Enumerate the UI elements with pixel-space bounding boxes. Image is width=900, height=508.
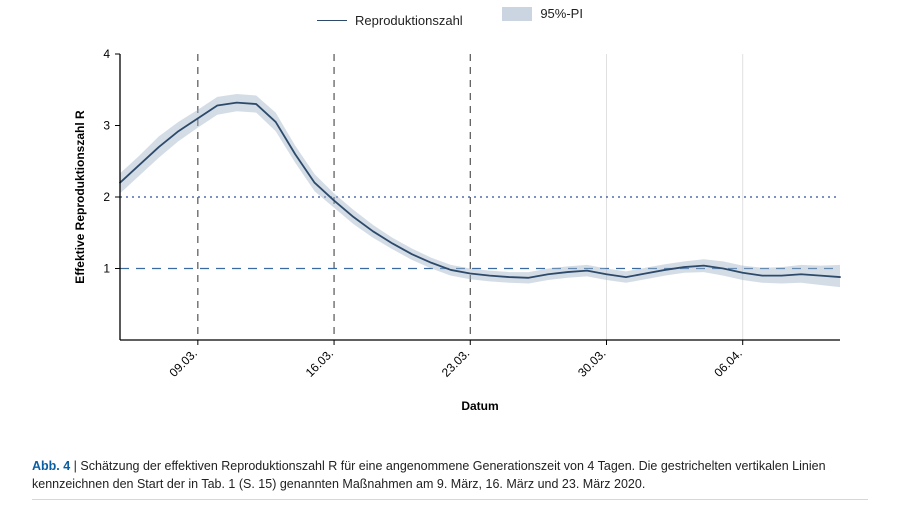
svg-text:3: 3 [103,119,110,133]
caption-text: Schätzung der effektiven Reproduktionsza… [32,459,826,491]
chart-svg: 123409.03.16.03.23.03.30.03.06.04.DatumE… [70,30,860,430]
legend-band-label: 95%-PI [540,6,583,21]
figure-container: Reproduktionszahl 95%-PI 123409.03.16.03… [0,0,900,508]
svg-text:Datum: Datum [461,399,498,413]
chart-area: 123409.03.16.03.23.03.30.03.06.04.DatumE… [70,30,860,430]
svg-text:1: 1 [103,262,110,276]
caption-rule [32,499,868,500]
svg-text:2: 2 [103,190,110,204]
legend-item-band: 95%-PI [502,6,583,21]
caption: Abb. 4 | Schätzung der effektiven Reprod… [32,457,868,500]
svg-text:Effektive Reproduktionszahl R: Effektive Reproduktionszahl R [73,110,87,284]
svg-text:4: 4 [103,47,110,61]
legend-line-swatch [317,20,347,21]
legend-line-label: Reproduktionszahl [355,13,463,28]
caption-sep: | [70,459,80,473]
legend-band-swatch [502,7,532,21]
legend-item-line: Reproduktionszahl [317,13,463,28]
caption-figure-number: Abb. 4 [32,459,70,473]
legend: Reproduktionszahl 95%-PI [0,6,900,28]
